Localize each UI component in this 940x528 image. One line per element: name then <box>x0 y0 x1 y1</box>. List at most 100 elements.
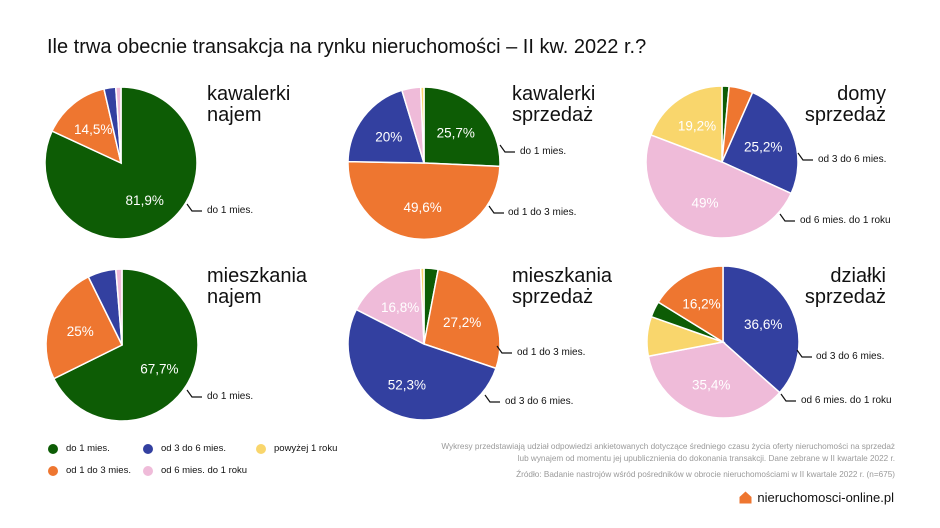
pie-slice <box>423 268 501 370</box>
pie-title-kawalerki-sprzedaz: kawalerki sprzedaż <box>512 84 595 126</box>
pie-title-line: kawalerki <box>207 83 291 105</box>
callout-label: od 3 do 6 mies. <box>816 351 885 362</box>
brand-logo: nieruchomosci-online.pl <box>739 490 894 505</box>
pie-slice <box>647 341 781 419</box>
callout-label: do 1 mies. <box>207 391 254 402</box>
legend-label: od 1 do 3 mies. <box>66 465 131 476</box>
pie-title-line: działki <box>830 265 886 287</box>
pie-slice <box>722 265 800 394</box>
callout-leader-line <box>796 349 812 358</box>
house-icon <box>739 491 752 504</box>
legend-item-powyzej-1: powyżej 1 roku <box>256 443 337 454</box>
pie-slice <box>347 89 426 164</box>
legend-label: do 1 mies. <box>66 443 110 454</box>
slice-value-label: 49% <box>691 196 718 211</box>
pie-slice <box>51 88 123 165</box>
legend-swatch <box>48 465 58 476</box>
callout-label: od 6 mies. do 1 roku <box>801 395 892 406</box>
callout-label: od 6 mies. do 1 roku <box>800 215 891 226</box>
pie-chart: 27,2% 52,3% 16,8% <box>347 267 512 421</box>
callout-leader-line <box>780 393 796 402</box>
pie-slice <box>114 268 123 346</box>
pie-slice <box>657 265 724 344</box>
pie-chart: 25,7% 49,6% 20% <box>347 86 515 241</box>
legend-item-od-1-3: od 1 do 3 mies. <box>48 465 131 476</box>
callout-label: od 3 do 6 mies. <box>505 396 574 407</box>
pie-slice <box>423 86 501 168</box>
pie-title-line: sprzedaż <box>804 286 886 308</box>
chart-description-note: Wykresy przedstawiają udział odpowiedzi … <box>441 441 895 464</box>
pie-title-mieszkania-sprzedaz: mieszkania sprzedaż <box>512 266 612 308</box>
pie-slice <box>419 267 425 345</box>
slice-value-label: 14,5% <box>74 122 112 137</box>
slice-value-label: 52,3% <box>388 378 426 393</box>
callout-leader-line <box>488 205 504 214</box>
slice-value-label: 20% <box>375 129 402 144</box>
callout-leader-line <box>779 213 795 222</box>
legend-item-od-6-12: od 6 mies. do 1 roku <box>143 465 247 476</box>
pie-slice <box>347 308 497 421</box>
slice-value-label: 25,7% <box>437 126 475 141</box>
slice-value-label: 16,2% <box>682 297 720 312</box>
pie-chart: 81,9% 14,5% <box>44 86 202 240</box>
callout-leader-line <box>499 144 515 153</box>
chart-main-title: Ile trwa obecnie transakcja na rynku nie… <box>47 36 647 58</box>
note-line: Wykresy przedstawiają udział odpowiedzi … <box>441 442 895 451</box>
pie-title-line: sprzedaż <box>512 104 594 126</box>
pie-title-line: sprzedaż <box>512 286 594 308</box>
pie-slice <box>52 268 199 422</box>
legend-label: powyżej 1 roku <box>274 443 338 454</box>
pie-slice <box>419 86 425 164</box>
pie-slice <box>721 91 799 195</box>
legend-item-do-1: do 1 mies. <box>48 443 110 454</box>
source-note: Źródło: Badanie nastrojów wśród pośredni… <box>516 470 895 479</box>
callout-leader-line <box>484 394 500 403</box>
pie-title-line: mieszkania <box>207 265 308 287</box>
legend-swatch <box>48 443 58 454</box>
callout-leader-line <box>496 345 512 354</box>
pie-title-mieszkania-najem: mieszkania najem <box>207 266 307 308</box>
legend-item-od-3-6: od 3 do 6 mies. <box>143 443 226 454</box>
slice-value-label: 36,6% <box>744 317 782 332</box>
slice-value-label: 19,2% <box>678 119 716 134</box>
pie-title-kawalerki-najem: kawalerki najem <box>207 84 290 126</box>
callout-label: do 1 mies. <box>207 205 254 216</box>
slice-value-label: 25,2% <box>744 139 782 154</box>
pie-title-line: domy <box>837 83 886 105</box>
slice-value-label: 81,9% <box>126 193 164 208</box>
legend-swatch <box>143 443 153 454</box>
pie-slice <box>650 85 723 164</box>
slice-value-label: 27,2% <box>443 315 481 330</box>
pie-chart: 36,6% 35,4% 16,2% <box>646 265 812 419</box>
slice-value-label: 67,7% <box>140 361 178 376</box>
pie-title-line: najem <box>207 104 262 126</box>
pie-slice <box>645 133 793 239</box>
slice-value-label: 35,4% <box>692 378 730 393</box>
callout-label: od 1 do 3 mies. <box>508 207 577 218</box>
callout-label: od 1 do 3 mies. <box>517 347 586 358</box>
legend-label: od 6 mies. do 1 roku <box>161 465 248 476</box>
pie-chart: 67,7% 25% <box>45 268 202 422</box>
brand-name: nieruchomosci-online.pl <box>757 490 894 505</box>
slice-value-label: 25% <box>67 324 94 339</box>
pie-title-line: najem <box>207 286 262 308</box>
pie-title-line: sprzedaż <box>804 104 886 126</box>
pie-title-line: mieszkania <box>512 265 613 287</box>
callout-leader-line <box>186 203 202 212</box>
callout-label: do 1 mies. <box>520 146 567 157</box>
pie-slice <box>114 86 122 164</box>
slice-value-label: 16,8% <box>381 300 419 315</box>
legend-swatch <box>256 443 266 454</box>
legend-label: od 3 do 6 mies. <box>161 443 226 454</box>
pie-title-dzialki-sprzedaz: działki sprzedaż <box>805 266 886 308</box>
legend-swatch <box>143 465 153 476</box>
callout-leader-line <box>186 389 202 398</box>
pie-title-line: kawalerki <box>512 83 596 105</box>
callout-label: od 3 do 6 mies. <box>818 154 887 165</box>
callout-leader-line <box>797 152 813 161</box>
pie-slice <box>45 275 124 380</box>
note-line: lub wynajem od momentu jej upublicznieni… <box>517 453 895 463</box>
pie-slice <box>347 160 501 241</box>
pie-slice <box>355 267 425 346</box>
